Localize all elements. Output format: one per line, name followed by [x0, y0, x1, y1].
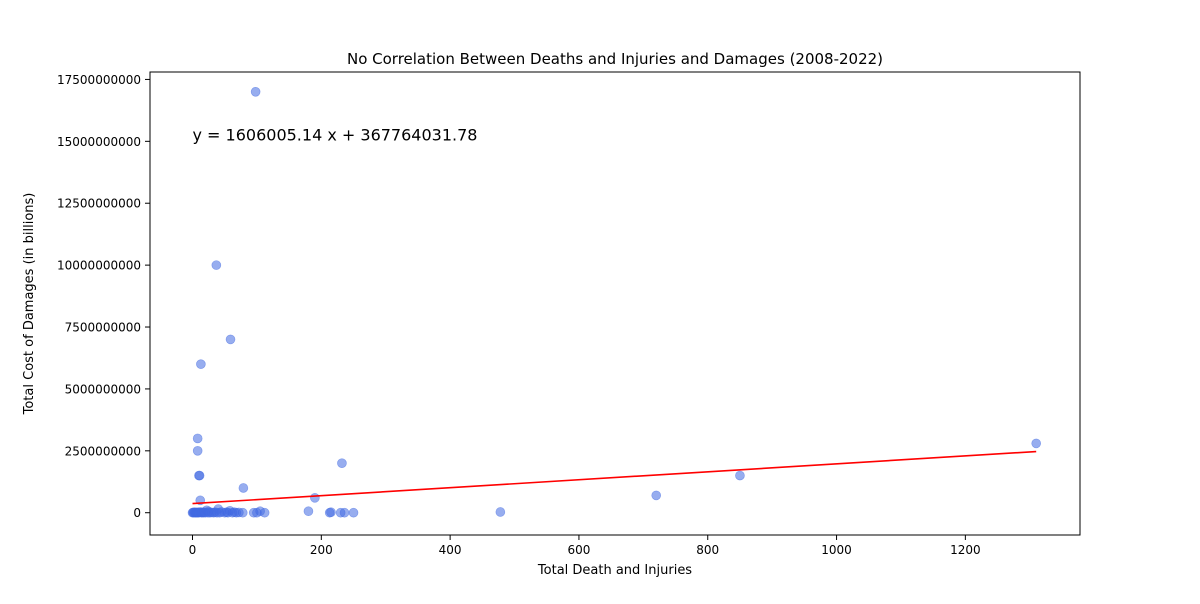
chart-title: No Correlation Between Deaths and Injuri… [347, 50, 883, 68]
data-point-15 [495, 507, 506, 517]
regression-line-layer [192, 450, 1037, 505]
y-tick-label: 10000000000 [57, 259, 141, 273]
data-point-11 [310, 493, 320, 503]
data-point-56 [259, 507, 270, 518]
y-axis-label: Total Cost of Damages (in billions) [22, 193, 37, 416]
x-tick-label: 1200 [950, 543, 981, 557]
x-tick-label: 800 [696, 543, 719, 557]
x-tick-label: 0 [189, 543, 197, 557]
x-tick-label: 600 [567, 543, 590, 557]
data-point-9 [238, 483, 249, 493]
x-axis-ticks: 0 200 400 600 800 1000 1200 [189, 535, 981, 557]
data-point-2 [225, 334, 236, 345]
regression-line [192, 450, 1037, 505]
data-point-61 [339, 507, 350, 518]
y-tick-label: 7500000000 [65, 321, 141, 335]
y-tick-label: 15000000000 [57, 135, 141, 149]
x-tick-label: 1000 [821, 543, 852, 557]
y-tick-label: 17500000000 [57, 73, 141, 87]
plot-area-frame [149, 71, 1081, 536]
data-point-59 [326, 507, 336, 518]
data-point-7 [194, 470, 205, 481]
data-point-62 [348, 507, 359, 518]
data-point-8 [337, 458, 347, 469]
data-point-5 [192, 446, 203, 456]
data-point-14 [651, 490, 662, 501]
data-point-52 [237, 507, 248, 518]
scatter-points [187, 87, 1041, 518]
y-tick-label: 12500000000 [57, 197, 141, 211]
x-tick-label: 400 [439, 543, 462, 557]
data-point-13 [735, 470, 745, 481]
y-tick-label: 5000000000 [65, 382, 141, 396]
data-point-1 [211, 260, 222, 270]
x-axis-label: Total Death and Injuries [537, 563, 692, 578]
x-tick-label: 200 [310, 543, 333, 557]
data-point-57 [303, 506, 314, 517]
y-tick-label: 0 [133, 506, 141, 520]
y-axis-ticks: 0 2500000000 5000000000 7500000000 100000000… [57, 73, 150, 520]
data-point-12 [1031, 438, 1041, 449]
data-point-4 [192, 433, 203, 444]
data-point-3 [196, 359, 206, 369]
y-tick-label: 2500000000 [65, 444, 141, 458]
regression-equation-label: y = 1606005.14 x + 367764031.78 [193, 125, 478, 144]
data-point-0 [250, 87, 261, 97]
